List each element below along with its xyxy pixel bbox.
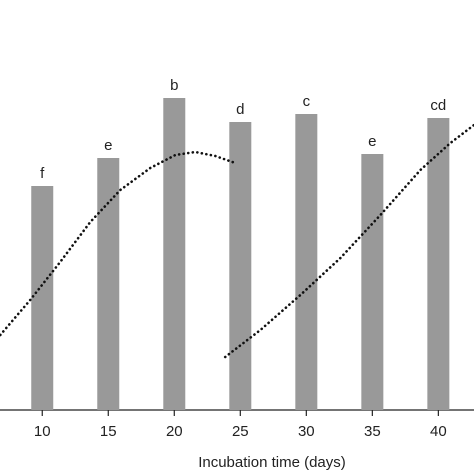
bar-annotation: cd [430, 97, 446, 114]
x-tick-label: 15 [100, 423, 117, 440]
x-tick-label: 10 [34, 423, 51, 440]
x-tick-label: 30 [298, 423, 315, 440]
x-tick-label: 25 [232, 423, 249, 440]
bar [229, 122, 252, 410]
bar [361, 154, 384, 410]
x-axis-label: Incubation time (days) [198, 454, 346, 471]
bar-annotation: d [236, 101, 244, 118]
bar [31, 186, 54, 410]
bar [163, 98, 186, 410]
bar [295, 114, 318, 410]
dotted-curve [223, 123, 474, 359]
x-tick-label: 20 [166, 423, 183, 440]
x-tick-label: 40 [430, 423, 447, 440]
bar-annotation: e [368, 133, 376, 150]
dotted-curve [0, 150, 237, 337]
x-tick-label: 35 [364, 423, 381, 440]
bar [97, 158, 120, 410]
bar-annotation: b [170, 77, 178, 94]
bar [427, 118, 450, 410]
bar-annotation: c [303, 93, 311, 110]
bar-annotation: e [104, 137, 112, 154]
bar-annotation: f [40, 165, 45, 182]
